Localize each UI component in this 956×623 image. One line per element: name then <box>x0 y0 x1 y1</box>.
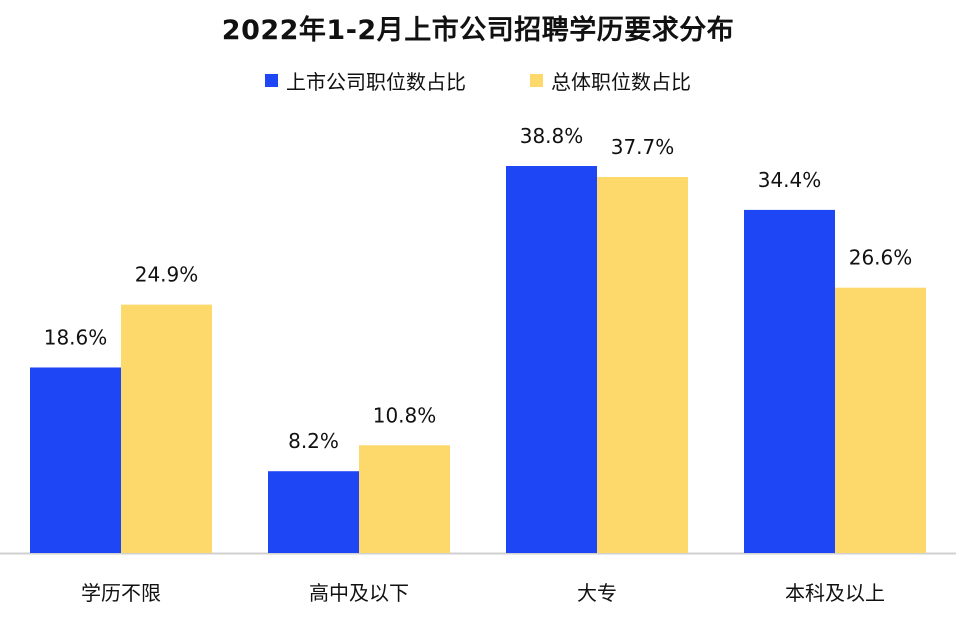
legend: 上市公司职位数占比 总体职位数占比 <box>0 66 956 95</box>
legend-item-overall: 总体职位数占比 <box>530 66 691 95</box>
data-label-s2-2: 37.7% <box>611 135 675 159</box>
data-label-s2-0: 24.9% <box>135 263 199 287</box>
category-label-1: 高中及以下 <box>309 581 409 605</box>
bar-s1-3 <box>744 209 835 553</box>
data-label-s1-0: 18.6% <box>44 325 108 349</box>
data-label-s2-3: 26.6% <box>849 246 913 270</box>
bar-s2-2 <box>597 176 688 553</box>
bar-s1-2 <box>506 166 597 553</box>
category-label-3: 本科及以上 <box>785 581 885 605</box>
legend-item-listed: 上市公司职位数占比 <box>265 66 466 95</box>
bar-s2-0 <box>121 304 212 553</box>
data-label-s2-1: 10.8% <box>373 403 437 427</box>
bar-s1-0 <box>30 367 121 553</box>
bar-s1-1 <box>268 471 359 553</box>
data-label-s1-3: 34.4% <box>758 168 822 192</box>
category-label-2: 大专 <box>577 581 617 605</box>
data-label-s1-1: 8.2% <box>288 429 339 453</box>
legend-label-overall: 总体职位数占比 <box>551 70 691 94</box>
bar-s2-1 <box>359 445 450 553</box>
data-label-s1-2: 38.8% <box>520 124 584 148</box>
chart-title: 2022年1-2月上市公司招聘学历要求分布 <box>221 15 735 46</box>
legend-swatch-overall <box>530 74 543 87</box>
category-label-0: 学历不限 <box>81 581 161 605</box>
legend-swatch-listed <box>265 74 278 87</box>
bar-s2-3 <box>835 287 926 553</box>
legend-label-listed: 上市公司职位数占比 <box>286 70 466 94</box>
